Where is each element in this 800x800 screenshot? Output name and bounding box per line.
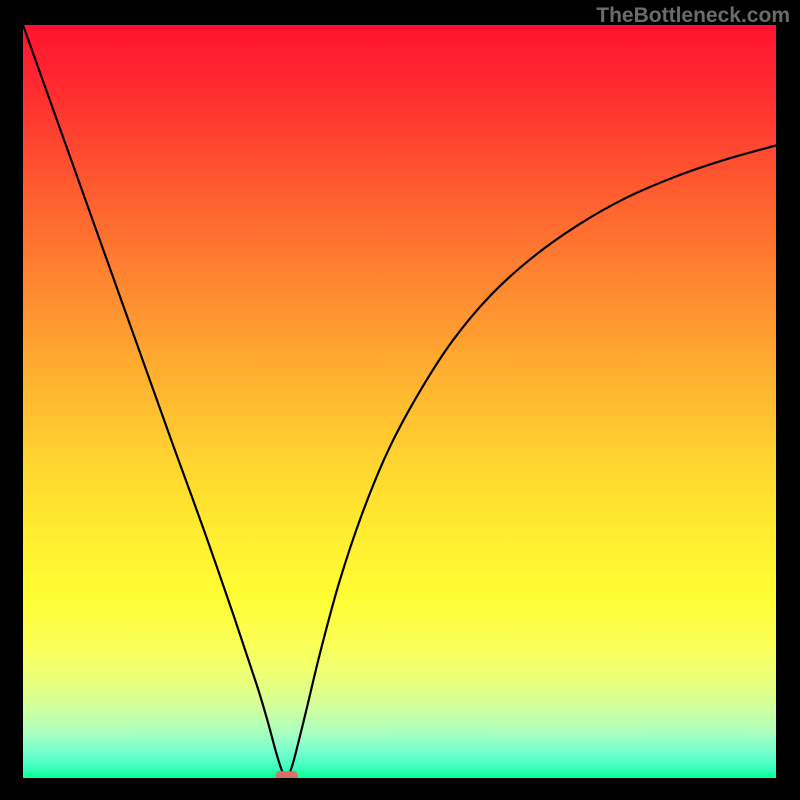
- optimal-point-marker: [275, 771, 298, 778]
- chart-container: TheBottleneck.com: [0, 0, 800, 800]
- bottleneck-curve: [23, 25, 776, 778]
- plot-area: [23, 25, 776, 778]
